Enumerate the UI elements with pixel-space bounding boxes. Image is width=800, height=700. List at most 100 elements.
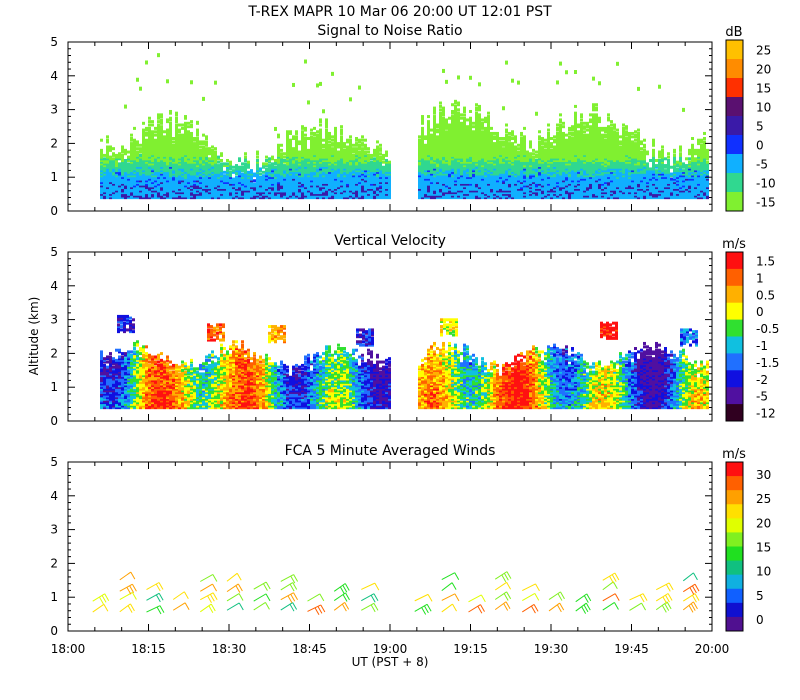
snr-cell xyxy=(475,142,478,146)
snr-cell xyxy=(148,155,151,159)
snr-cell xyxy=(427,147,430,151)
snr-cell xyxy=(490,196,493,200)
snr-cell xyxy=(361,175,364,179)
snr-cell xyxy=(301,164,304,168)
snr-cell xyxy=(244,177,247,181)
snr-cell xyxy=(187,179,190,183)
snr-cell xyxy=(373,170,376,174)
snr-cell xyxy=(181,135,184,139)
snr-cell xyxy=(508,135,511,139)
snr-cell xyxy=(283,191,286,195)
snr-cell xyxy=(505,180,508,184)
snr-cell xyxy=(367,192,370,196)
snr-cell xyxy=(478,142,481,146)
snr-cell xyxy=(205,164,208,168)
snr-cell xyxy=(514,184,517,188)
snr-cell xyxy=(352,172,355,176)
snr-cell xyxy=(121,189,124,193)
snr-cell xyxy=(478,187,481,191)
snr-cell xyxy=(442,174,445,178)
snr-cell xyxy=(505,192,508,196)
snr-cell xyxy=(550,155,553,159)
snr-cell xyxy=(268,169,271,173)
snr-cell xyxy=(187,138,190,142)
snr-cell xyxy=(202,187,205,191)
snr-cell xyxy=(238,186,241,190)
snr-cell xyxy=(505,184,508,188)
snr-cell xyxy=(217,179,220,183)
snr-cell xyxy=(475,191,478,195)
snr-heatmap xyxy=(100,53,709,200)
snr-cell xyxy=(244,167,247,171)
snr-cell xyxy=(154,192,157,196)
snr-cell xyxy=(169,109,172,113)
snr-cell xyxy=(289,172,292,176)
snr-cell xyxy=(505,142,508,146)
snr-cell xyxy=(340,172,343,176)
snr-cell xyxy=(241,180,244,184)
snr-cell xyxy=(439,116,442,120)
snr-cell xyxy=(277,152,280,156)
snr-cell xyxy=(208,157,211,161)
snr-cell xyxy=(196,186,199,190)
snr-cell xyxy=(448,147,451,151)
snr-cell xyxy=(124,162,127,166)
snr-cell xyxy=(202,167,205,171)
snr-cell xyxy=(298,180,301,184)
snr-cell xyxy=(451,189,454,193)
snr-cell xyxy=(220,189,223,193)
snr-cell xyxy=(493,184,496,188)
snr-cell xyxy=(262,186,265,190)
snr-cell xyxy=(172,143,175,147)
snr-cell xyxy=(292,165,295,169)
snr-cell xyxy=(151,120,154,124)
snr-cell xyxy=(199,145,202,149)
snr-cell xyxy=(373,191,376,195)
snr-cell xyxy=(469,116,472,120)
snr-cell xyxy=(175,182,178,186)
snr-cell xyxy=(487,133,490,137)
snr-cell xyxy=(463,155,466,159)
snr-cell xyxy=(205,174,208,178)
snr-cell xyxy=(139,148,142,152)
snr-cell xyxy=(169,187,172,191)
snr-cell xyxy=(535,172,538,176)
snr-cell xyxy=(178,165,181,169)
snr-cell xyxy=(121,182,124,186)
snr-cell xyxy=(505,169,508,173)
snr-cell xyxy=(466,135,469,139)
snr-cell xyxy=(130,169,133,173)
snr-cell xyxy=(115,162,118,166)
snr-cell xyxy=(331,167,334,171)
snr-cell xyxy=(193,172,196,176)
snr-cell xyxy=(151,196,154,200)
snr-cell xyxy=(367,175,370,179)
snr-cell xyxy=(253,179,256,183)
snr-cell xyxy=(340,125,343,129)
snr-cell xyxy=(304,162,307,166)
snr-cell xyxy=(325,167,328,171)
snr-cell xyxy=(469,164,472,168)
snr-cell xyxy=(445,153,448,157)
snr-cell xyxy=(157,191,160,195)
snr-cell xyxy=(127,175,130,179)
snr-cell xyxy=(190,187,193,191)
snr-cell xyxy=(163,191,166,195)
snr-cell xyxy=(139,196,142,200)
snr-cell xyxy=(490,169,493,173)
snr-cell xyxy=(436,179,439,183)
snr-cell xyxy=(352,150,355,154)
snr-cell xyxy=(451,179,454,183)
snr-cell xyxy=(517,167,520,171)
snr-cell xyxy=(220,158,223,162)
snr-cell xyxy=(187,172,190,176)
snr-cell xyxy=(136,179,139,183)
snr-cell xyxy=(520,175,523,179)
snr-cell xyxy=(331,189,334,193)
snr-cell xyxy=(442,153,445,157)
snr-cell xyxy=(247,175,250,179)
snr-cell xyxy=(523,179,526,183)
snr-cell xyxy=(343,180,346,184)
snr-cell xyxy=(451,182,454,186)
snr-cell xyxy=(373,148,376,152)
